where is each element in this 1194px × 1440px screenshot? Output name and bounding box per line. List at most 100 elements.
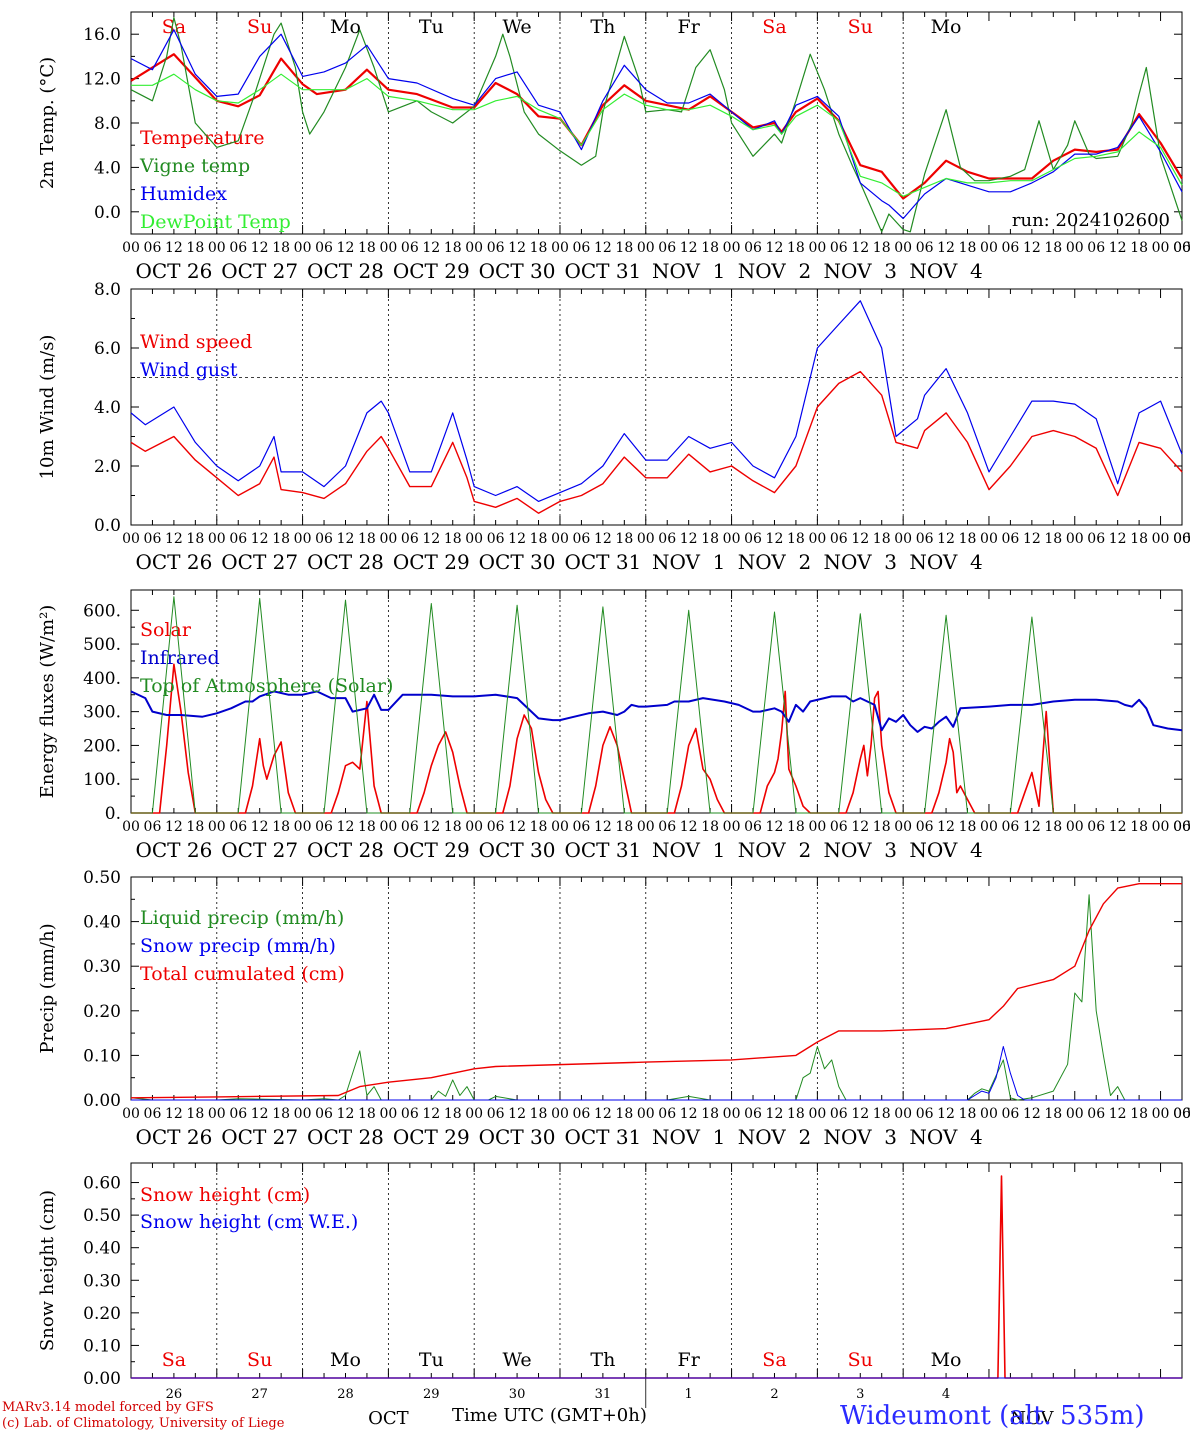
x-hour-label: 18 (272, 531, 290, 547)
x-hour-label: 06 (315, 819, 333, 835)
x-hour-label: 18 (272, 819, 290, 835)
y-tick-label: 6.0 (94, 339, 121, 359)
x-date-label: OCT 30 (479, 259, 556, 283)
x-hour-label: 12 (508, 240, 526, 256)
x-hour-label: 12 (766, 819, 784, 835)
x-hour-label: 18 (1130, 1106, 1148, 1122)
y-tick-label: 0.20 (83, 1002, 121, 1022)
x-hour-label: 06 (487, 819, 505, 835)
x-hour-label: 00 (551, 819, 569, 835)
x-hour-label: 12 (766, 240, 784, 256)
x-hour-label: 12 (680, 819, 698, 835)
x-hour-label: 00 (980, 240, 998, 256)
x-hour-label: 12 (1023, 819, 1041, 835)
x-hour-label: 18 (1130, 240, 1148, 256)
y-tick-label: 4.0 (94, 398, 121, 418)
x-date-label: NOV 4 (909, 1125, 982, 1149)
weekday-label: Mo (330, 16, 361, 38)
x-date-label: OCT 29 (393, 838, 470, 862)
x-hour-label: 12 (937, 240, 955, 256)
x-day-number: 2 (770, 1387, 778, 1402)
y-axis-title: Snow height (cm) (37, 1190, 58, 1351)
x-hour-label: 06 (229, 531, 247, 547)
x-hour-label: 06 (1087, 1106, 1105, 1122)
weekday-label: Sa (162, 1349, 186, 1371)
y-tick-label: 100. (83, 770, 121, 790)
x-hour-label: 18 (1130, 531, 1148, 547)
x-hour-label: 18 (873, 531, 891, 547)
x-hour-label: 00 (1066, 819, 1084, 835)
x-hour-label: 00 (465, 1106, 483, 1122)
x-hour-label: 12 (937, 819, 955, 835)
x-hour-label: 00 (122, 819, 140, 835)
y-tick-label: 0.30 (83, 1271, 121, 1291)
x-hour-label: 00 (637, 819, 655, 835)
series-line (130, 53, 1183, 200)
x-axis-title: Time UTC (GMT+0h) (452, 1405, 647, 1426)
x-hour-label: 12 (165, 819, 183, 835)
x-hour-label: 00 (208, 819, 226, 835)
x-hour-label: 12 (680, 240, 698, 256)
weekday-label: Su (247, 16, 272, 38)
y-tick-label: 0.10 (83, 1336, 121, 1356)
y-tick-label: 0.0 (94, 203, 121, 223)
legend-entry: Temperature (140, 127, 264, 149)
x-hour-label: 06 (830, 531, 848, 547)
x-hour-label: 00 (208, 240, 226, 256)
x-hour-label: 00 (808, 531, 826, 547)
x-hour-label: 00 (980, 531, 998, 547)
x-hour-label: 12 (594, 1106, 612, 1122)
x-hour-label: 06 (658, 240, 676, 256)
x-day-number: 31 (595, 1387, 612, 1402)
x-hour-label: 18 (272, 240, 290, 256)
x-hour-label: 00 (294, 531, 312, 547)
weekday-label: Sa (162, 16, 186, 38)
x-hour-label: 00 (208, 531, 226, 547)
x-hour-label: 12 (422, 531, 440, 547)
x-hour-label: 06 (916, 819, 934, 835)
x-hour-label: 00 (379, 1106, 397, 1122)
weekday-label: Sa (762, 16, 786, 38)
x-hour-label: 00 (723, 240, 741, 256)
x-hour-label: 06 (401, 819, 419, 835)
x-day-number: 27 (251, 1387, 268, 1402)
plot-frame (130, 288, 1183, 526)
x-date-label: NOV 1 (652, 1125, 725, 1149)
x-hour-label: 06 (1087, 531, 1105, 547)
x-hour-label: 12 (594, 531, 612, 547)
legend-entry: Snow height (cm W.E.) (140, 1211, 358, 1233)
y-tick-label: 0.0 (94, 516, 121, 536)
x-hour-label: 18 (787, 531, 805, 547)
x-date-label: NOV 4 (909, 550, 982, 574)
x-hour-label: 18 (615, 1106, 633, 1122)
x-hour-label: 18 (959, 819, 977, 835)
x-hour-label: 00 (894, 1106, 912, 1122)
y-tick-label: 2.0 (94, 457, 121, 477)
x-hour-label: 00 (294, 240, 312, 256)
x-hour-label: 00 (1066, 1106, 1084, 1122)
x-hour-label: 00 (294, 1106, 312, 1122)
x-hour-label: 06 (830, 1106, 848, 1122)
x-hour-label: 00 (1152, 240, 1170, 256)
x-hour-label: 18 (959, 240, 977, 256)
x-date-label: OCT 28 (307, 838, 384, 862)
station-title: Wideumont (alt. 535m) (840, 1401, 1145, 1431)
x-date-label: OCT 28 (307, 1125, 384, 1149)
x-hour-label: 06 (487, 240, 505, 256)
x-hour-label: 18 (1130, 819, 1148, 835)
x-hour-label: 12 (1109, 1106, 1127, 1122)
model-credit: MARv3.14 model forced by GFS (c) Lab. of… (2, 1400, 284, 1432)
x-hour-label: 06 (144, 1106, 162, 1122)
x-date-label: OCT 31 (564, 1125, 641, 1149)
legend-entry: Wind gust (140, 359, 238, 381)
x-day-number: 4 (942, 1387, 950, 1402)
y-tick-label: 0.40 (83, 913, 121, 933)
x-hour-label: 12 (422, 240, 440, 256)
y-tick-label: 8.0 (94, 114, 121, 134)
x-hour-label: 18 (787, 819, 805, 835)
x-hour-label: 12 (508, 1106, 526, 1122)
x-hour-label: 12 (1109, 819, 1127, 835)
